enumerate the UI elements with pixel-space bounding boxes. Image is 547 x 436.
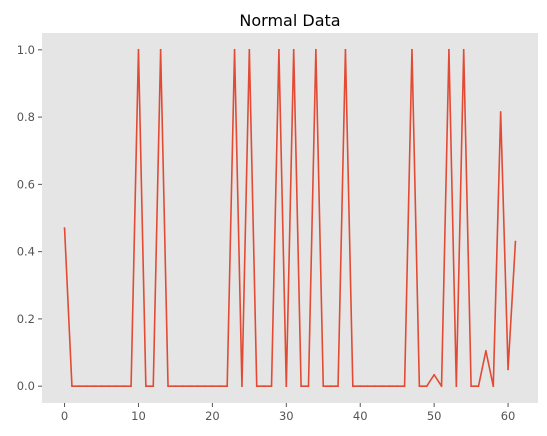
data-point [366, 385, 369, 388]
data-point [337, 385, 339, 388]
data-point [248, 48, 251, 51]
data-point [63, 227, 66, 229]
data-point [233, 48, 236, 51]
data-point [71, 385, 73, 388]
data-point [196, 385, 199, 388]
data-point [263, 385, 266, 388]
y-tick-label: 0.0 [17, 379, 35, 393]
x-tick-label: 20 [205, 409, 220, 423]
data-point [477, 385, 480, 388]
data-point [300, 385, 302, 388]
data-point [226, 385, 229, 388]
data-point [204, 385, 206, 388]
data-point [374, 385, 376, 388]
data-point [396, 385, 399, 388]
data-point [462, 48, 465, 51]
data-point [381, 385, 384, 388]
data-point [85, 385, 88, 388]
data-point [418, 385, 421, 388]
data-point [411, 48, 413, 51]
y-tick-label: 0.4 [17, 245, 35, 259]
series-layer [63, 48, 517, 388]
data-point [514, 240, 517, 243]
data-point [448, 48, 450, 51]
data-point [78, 385, 81, 388]
data-point [144, 385, 147, 388]
data-point [322, 385, 325, 388]
data-point [507, 368, 509, 371]
chart-title: Normal Data [239, 11, 340, 30]
data-point [108, 385, 110, 388]
data-point [241, 385, 243, 388]
data-point [292, 48, 295, 51]
data-point [388, 385, 391, 388]
data-point [189, 385, 192, 388]
data-point [174, 385, 177, 388]
x-tick-label: 60 [501, 409, 516, 423]
y-tick-label: 0.6 [17, 177, 35, 191]
data-point [167, 385, 169, 388]
data-point [211, 385, 214, 388]
data-point [484, 349, 487, 352]
y-tick-label: 0.8 [17, 110, 35, 124]
data-point [137, 48, 140, 51]
data-point [403, 385, 406, 388]
data-point [351, 385, 354, 388]
y-tick-label: 1.0 [17, 43, 35, 57]
data-point [285, 385, 288, 388]
data-point [130, 385, 132, 388]
data-point [425, 385, 428, 388]
data-point [270, 385, 273, 388]
data-point [492, 385, 495, 388]
data-point [344, 48, 347, 51]
y-axis: 0.0 0.2 0.4 0.6 0.8 1.0 [17, 43, 42, 393]
x-tick-label: 50 [427, 409, 442, 423]
data-point [181, 385, 184, 388]
x-tick-label: 10 [131, 409, 146, 423]
data-point [329, 385, 332, 388]
data-point [152, 385, 155, 388]
data-point [433, 373, 436, 376]
data-point [359, 385, 362, 388]
series-line [63, 49, 517, 387]
y-tick-label: 0.2 [17, 312, 35, 326]
data-point [159, 48, 162, 51]
data-point [278, 48, 280, 51]
x-axis: 0 10 20 30 40 50 60 [61, 403, 516, 423]
data-point [470, 385, 472, 388]
data-point [115, 385, 118, 388]
data-point [255, 385, 258, 388]
x-tick-label: 0 [61, 409, 68, 423]
data-point [499, 111, 502, 113]
x-tick-label: 40 [353, 409, 368, 423]
data-point [455, 385, 458, 388]
data-point [93, 385, 96, 388]
data-point [218, 385, 221, 388]
x-tick-label: 30 [279, 409, 294, 423]
data-point [100, 385, 103, 388]
data-point [314, 48, 317, 51]
data-point [307, 385, 310, 388]
data-point [440, 385, 443, 388]
data-point [122, 385, 125, 388]
